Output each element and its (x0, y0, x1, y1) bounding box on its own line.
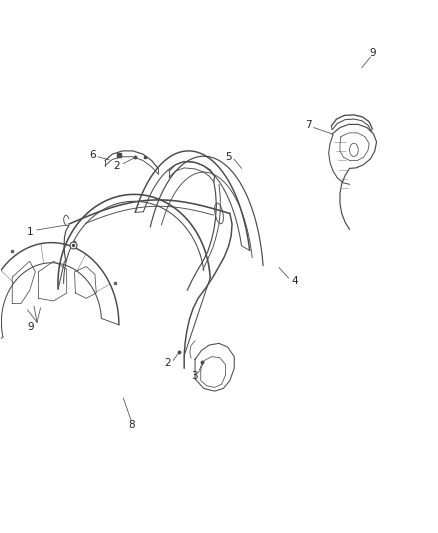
Text: 6: 6 (89, 150, 96, 159)
Text: 9: 9 (28, 322, 34, 333)
Text: 2: 2 (164, 358, 171, 368)
Text: 7: 7 (305, 120, 312, 131)
Text: 4: 4 (291, 276, 297, 286)
Text: 3: 3 (191, 371, 198, 381)
Text: 5: 5 (225, 152, 232, 161)
Text: 8: 8 (129, 419, 135, 430)
Text: 1: 1 (26, 227, 33, 237)
Text: 9: 9 (369, 49, 375, 58)
Text: 2: 2 (113, 161, 120, 171)
